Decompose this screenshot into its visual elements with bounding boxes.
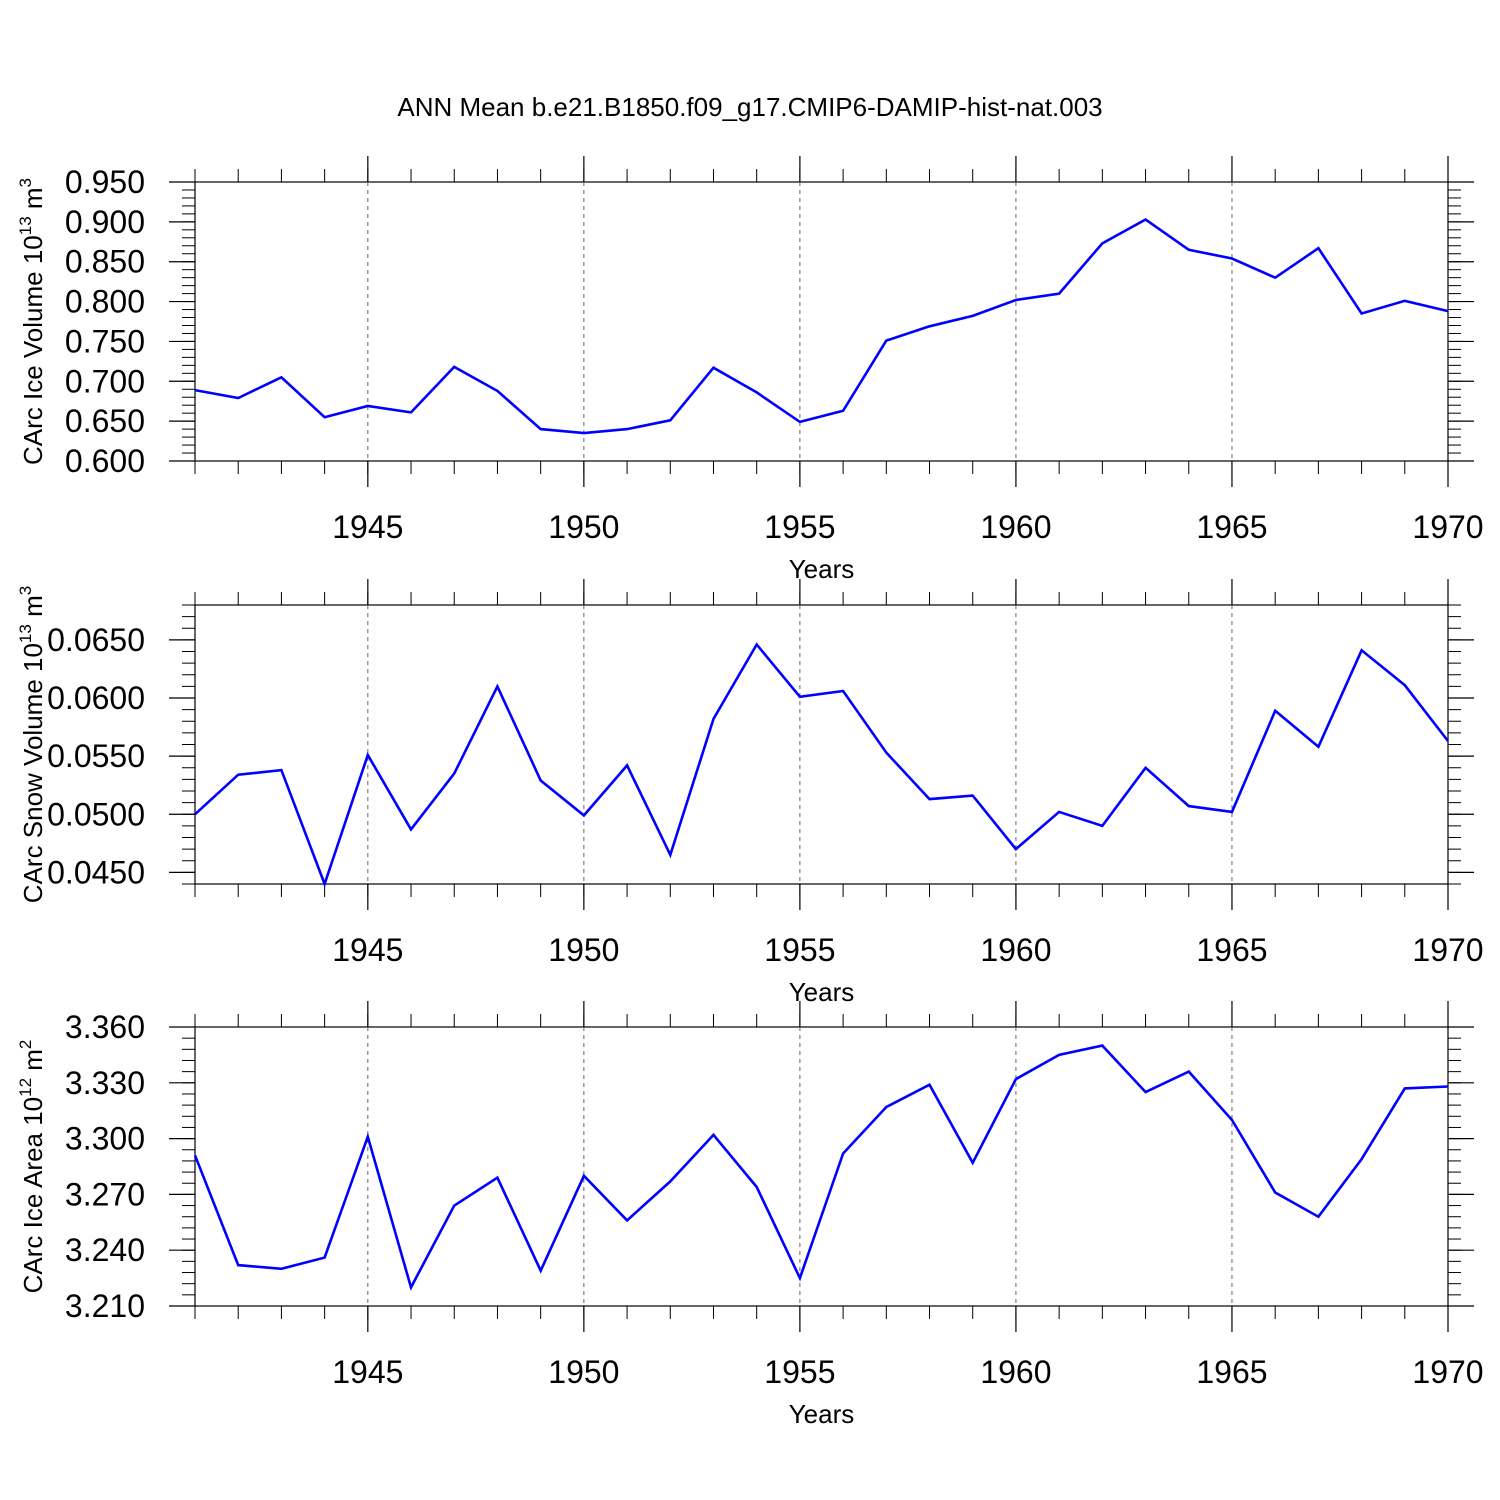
panel-3: 1945 1950 1955 1960 1965 1970 3.210 3.240 3.270 3…	[16, 1001, 1484, 1429]
y-tick-label: 3.300	[65, 1121, 145, 1157]
x-axis-label: Years	[789, 1399, 855, 1429]
y-tick-label: 0.0600	[47, 680, 145, 716]
y-tick-label: 0.850	[65, 244, 145, 280]
y-tick-label: 0.700	[65, 363, 145, 399]
y-tick-label: 3.210	[65, 1288, 145, 1324]
x-tick-label: 1950	[548, 1354, 619, 1390]
y-tick-label: 3.240	[65, 1232, 145, 1268]
chart-title: ANN Mean b.e21.B1850.f09_g17.CMIP6-DAMIP…	[397, 92, 1103, 122]
y-tick-label: 0.0550	[47, 738, 145, 774]
y-tick-label: 3.270	[65, 1176, 145, 1212]
x-tick-label: 1960	[980, 1354, 1051, 1390]
plot-frame	[194, 1026, 1449, 1307]
x-tick-label: 1960	[980, 932, 1051, 968]
y-axis-label: CArc Snow Volume 1013 m3	[16, 586, 48, 903]
x-tick-label: 1945	[332, 1354, 403, 1390]
x-tick-label: 1945	[332, 509, 403, 545]
x-axis-label: Years	[789, 554, 855, 584]
x-tick-label: 1965	[1196, 1354, 1267, 1390]
x-tick-label: 1970	[1412, 932, 1483, 968]
y-tick-label: 0.800	[65, 284, 145, 320]
series-line	[194, 217, 1449, 435]
series-line	[194, 642, 1450, 888]
y-tick-label: 0.900	[65, 204, 145, 240]
panel-1: 1945 1950 1955 1960 1965 1970 0.600 0.650 0.700 0…	[16, 156, 1484, 584]
x-tick-label: 1965	[1196, 509, 1267, 545]
y-tick-label: 3.330	[65, 1065, 145, 1101]
x-tick-label: 1950	[548, 509, 619, 545]
x-tick-label: 1970	[1412, 1354, 1483, 1390]
plot-frame	[194, 181, 1449, 462]
x-tick-label: 1955	[764, 932, 835, 968]
y-tick-label: 0.0650	[47, 622, 145, 658]
x-tick-label: 1965	[1196, 932, 1267, 968]
x-tick-label: 1955	[764, 509, 835, 545]
x-tick-label: 1950	[548, 932, 619, 968]
y-axis-label: CArc Ice Area 1012 m2	[16, 1040, 48, 1294]
x-tick-label: 1960	[980, 509, 1051, 545]
y-tick-label: 0.950	[65, 164, 145, 200]
series-line	[193, 1044, 1449, 1291]
y-tick-label: 3.360	[65, 1009, 145, 1045]
y-tick-label: 0.750	[65, 323, 145, 359]
x-tick-label: 1955	[764, 1354, 835, 1390]
y-axis-label: CArc Ice Volume 1013 m3	[16, 178, 48, 465]
x-tick-label: 1970	[1412, 509, 1483, 545]
y-tick-label: 0.650	[65, 403, 145, 439]
panel-2: 1945 1950 1955 1960 1965 1970 0.0450 0.0500 0.05…	[16, 579, 1484, 1007]
y-tick-label: 0.0450	[47, 854, 145, 890]
x-tick-label: 1945	[332, 932, 403, 968]
y-tick-label: 0.600	[65, 443, 145, 479]
y-tick-label: 0.0500	[47, 796, 145, 832]
x-axis-label: Years	[789, 977, 855, 1007]
